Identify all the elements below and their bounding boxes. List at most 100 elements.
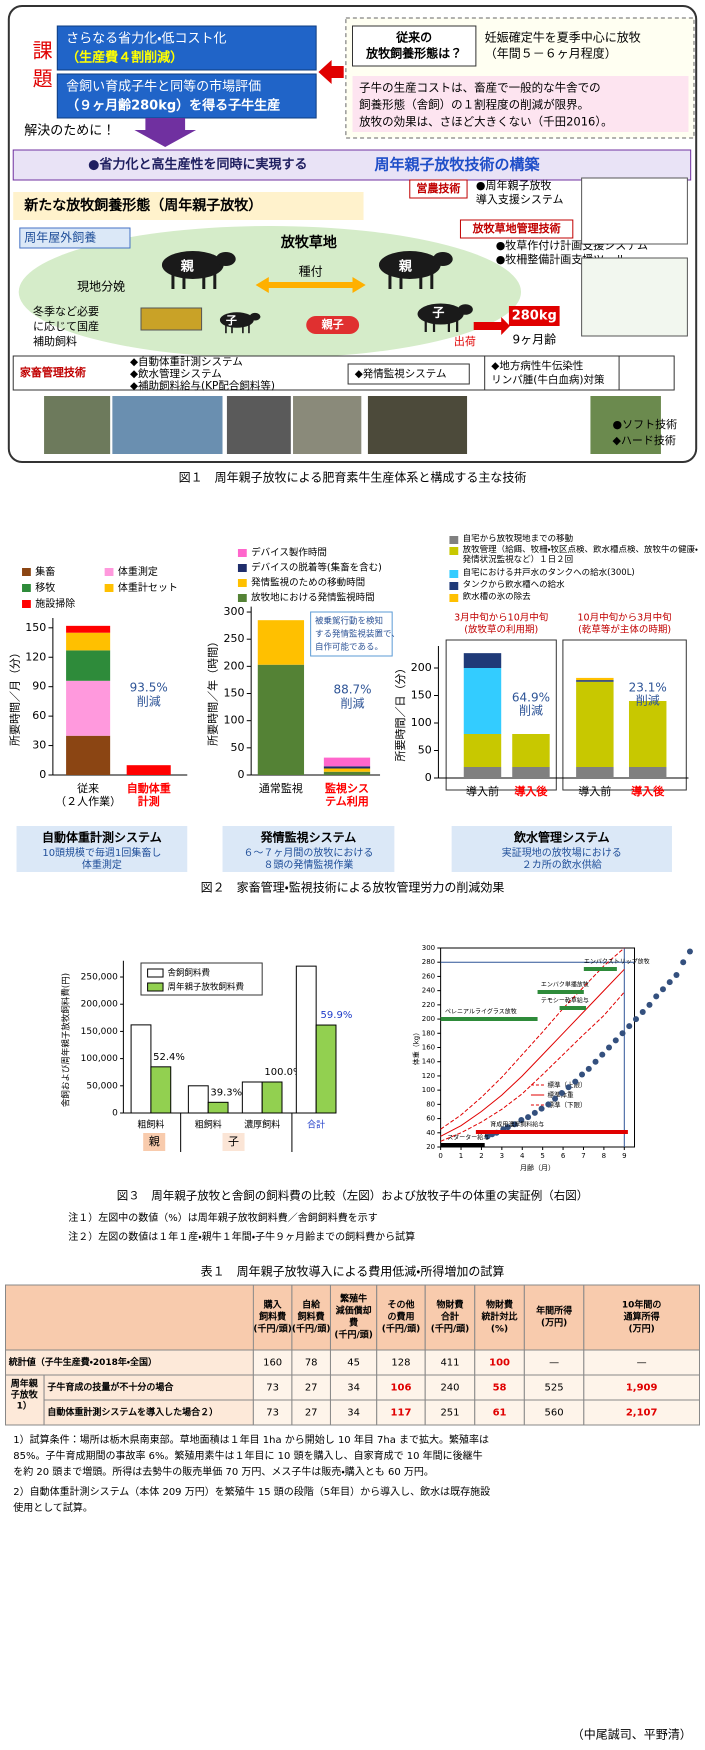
- label: 新たな放牧飼養形態（周年親子放牧）: [23, 197, 262, 214]
- bar-segment: [576, 677, 614, 681]
- cell: [291, 1399, 331, 1426]
- curve: [440, 947, 625, 1130]
- y-tick-label: 100: [422, 1086, 435, 1094]
- label: 85%。子牛育成期間の事故率 6%。繁殖用素牛は１年目に 10 頭を購入し、自家…: [13, 1449, 482, 1462]
- axis-title: 所要時間／日（分）: [393, 663, 407, 762]
- x-tick-label: 4: [520, 1152, 525, 1160]
- label: （生産費４割削減）: [66, 50, 183, 66]
- label: 舎飼い育成子牛と同等の市場評価: [66, 79, 261, 95]
- group-label: 10月中旬から3月中旬: [578, 612, 672, 624]
- label: 1）: [17, 1401, 32, 1412]
- y-tick-label: 0: [39, 768, 46, 781]
- label: 240: [440, 1383, 459, 1394]
- label: 注１）左図中の数値（%）は周年親子放牧飼料費／舎飼飼料費を示す: [68, 1211, 378, 1224]
- point: [538, 1105, 545, 1112]
- period-bar: [537, 990, 584, 994]
- label: 放牧の効果は、さほど大きくない（千田2016）。: [359, 115, 613, 129]
- label: 図２ 家畜管理・監視技術による放牧管理労力の削減効果: [201, 880, 505, 895]
- legend-label: タンクから飲水槽への給水: [462, 580, 565, 590]
- period-bar: [475, 1130, 628, 1134]
- legend-label: デバイスの脱着等(集畜を含む): [251, 562, 382, 574]
- label: 160: [263, 1358, 282, 1369]
- point: [552, 1095, 559, 1102]
- callout: する発情監視装置で、: [315, 629, 400, 640]
- bar-segment: [323, 771, 371, 775]
- label: (万円): [541, 1318, 567, 1329]
- cell: [291, 1374, 331, 1401]
- label: ●ソフト技術: [612, 417, 677, 431]
- label: 飼養形態（舎飼）の１割程度の削減が限界。: [359, 98, 589, 112]
- point: [511, 1121, 518, 1128]
- period-bar: [559, 1006, 587, 1010]
- legend-swatch: [22, 584, 31, 592]
- legend-swatch: [449, 582, 459, 590]
- label: 73: [266, 1408, 279, 1419]
- label: 飼料費: [297, 1311, 325, 1323]
- screenshot: [581, 257, 688, 337]
- y-tick-label: 0: [112, 1109, 118, 1119]
- legend-label: 自宅から放牧現地までの移動: [462, 534, 574, 544]
- legend-label: 舎飼飼料費: [167, 968, 210, 979]
- x-tick-label: 7: [581, 1152, 585, 1160]
- annotation: 64.9%: [512, 691, 550, 705]
- y-tick-label: 150: [224, 687, 245, 700]
- x-tick-label: 2: [479, 1152, 483, 1160]
- group-label: 3月中旬から10月中旬: [454, 612, 548, 624]
- point: [633, 1016, 639, 1023]
- label: 10年間の: [622, 1299, 662, 1311]
- bar: [295, 965, 317, 1114]
- label: 注２）左図の数値は１年１産・親牛１年間・子牛９ヶ月齢までの飼料費から試算: [68, 1230, 415, 1243]
- cow: [378, 251, 441, 279]
- y-tick-label: 280: [422, 958, 435, 966]
- label: 統計対比: [481, 1311, 518, 1323]
- point: [565, 1084, 572, 1091]
- header-cell: [376, 1284, 426, 1351]
- x-tick-label: 合計: [307, 1119, 325, 1131]
- axis-title: 体重（kg）: [411, 1029, 420, 1066]
- legend-swatch: [147, 982, 164, 992]
- label: (千円/頭): [334, 1329, 373, 1341]
- point: [653, 993, 660, 1000]
- group-cell: [5, 1374, 45, 1426]
- y-tick-label: 240: [422, 987, 435, 995]
- cell: [474, 1349, 525, 1376]
- annotation: 88.7%: [333, 683, 371, 697]
- label: (千円/頭): [253, 1323, 292, 1335]
- label: ６～７ヶ月間の放牧における: [243, 846, 373, 859]
- panel: [222, 826, 395, 872]
- annotation: 育成用濃厚飼料給与: [490, 1121, 544, 1129]
- label: 自給: [302, 1299, 321, 1311]
- legend-entry: 自宅から放牧現地までの移動: [462, 534, 574, 544]
- bar: [261, 1081, 283, 1114]
- y-tick-label: 120: [422, 1072, 435, 1080]
- label: 自動体重計測システム: [42, 830, 162, 845]
- point: [531, 1109, 538, 1116]
- label: （年間５－６ヶ月程度）: [485, 46, 617, 61]
- legend-swatch: [449, 536, 459, 544]
- label: 飲水管理システム: [513, 830, 610, 845]
- legend-label: 周年親子放牧飼料費: [167, 982, 244, 993]
- legend-entry: タンクから飲水槽への給水: [462, 580, 565, 590]
- x-tick-label: テム利用: [325, 794, 369, 808]
- bar-segment: [323, 757, 371, 767]
- group-box: [143, 1133, 166, 1151]
- bar-segment: [576, 681, 614, 767]
- label: 通算所得: [624, 1311, 660, 1323]
- ratio-label: 59.9%: [321, 1010, 353, 1021]
- bar-segment: [512, 767, 550, 778]
- label: 106: [391, 1383, 412, 1394]
- group-label: (放牧草の利用期): [464, 624, 538, 636]
- label: 図３ 周年親子放牧と舎飼の飼料費の比較（左図）および放牧子牛の体重の実証例（右図…: [117, 1189, 589, 1203]
- y-tick-label: 250,000: [81, 973, 118, 983]
- axis-title: 舎飼および周年親子放牧飼料費(円): [61, 973, 72, 1107]
- cell: [376, 1399, 426, 1426]
- callout-box: [310, 611, 393, 657]
- y-tick-label: 40: [426, 1129, 435, 1137]
- y-tick-label: 120: [25, 650, 46, 663]
- label: を約 20 頭まで増頭。所得は去勢牛の販売単価 70 万円、メス子牛は販売・購入…: [13, 1465, 434, 1478]
- label: 従来の: [395, 30, 432, 45]
- heading-box: [459, 219, 574, 239]
- legend-swatch: [449, 594, 459, 602]
- callout: 被乗駕行動を検知: [315, 616, 383, 627]
- photo: [44, 396, 111, 454]
